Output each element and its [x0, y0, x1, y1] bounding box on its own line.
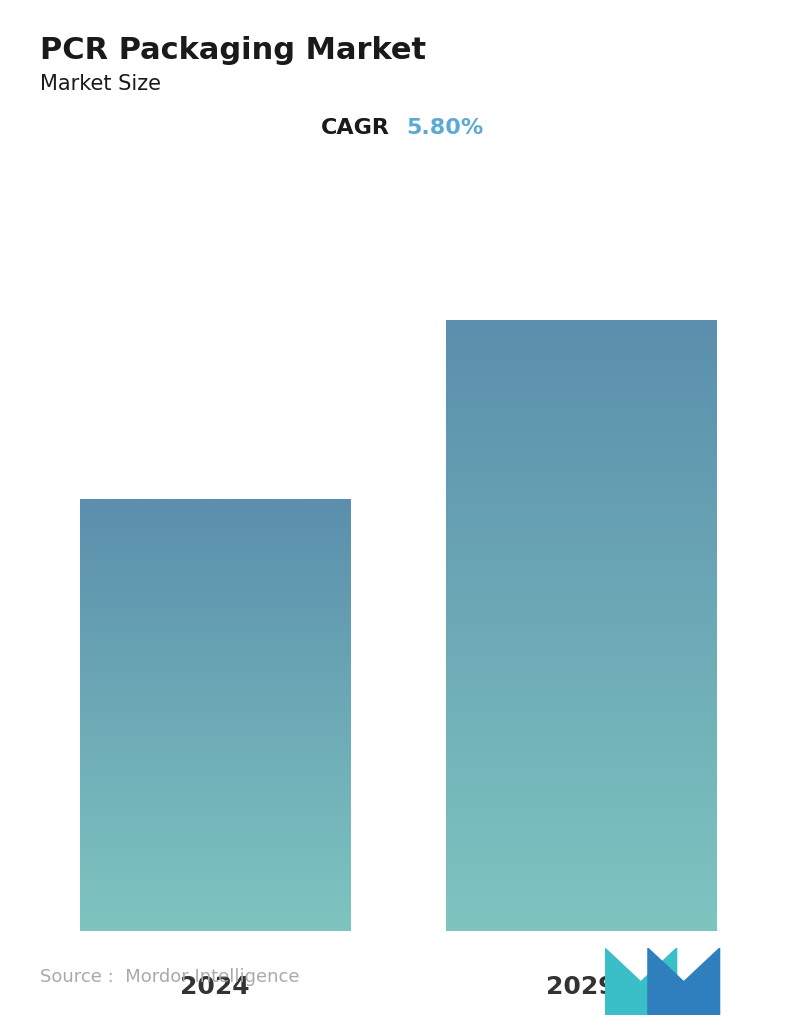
- Polygon shape: [648, 948, 720, 1015]
- Text: 5.80%: 5.80%: [406, 118, 483, 138]
- Text: CAGR: CAGR: [321, 118, 390, 138]
- Text: 2029: 2029: [546, 975, 616, 999]
- Text: 2024: 2024: [180, 975, 250, 999]
- Polygon shape: [605, 948, 677, 1015]
- Text: Market Size: Market Size: [40, 74, 161, 94]
- Text: PCR Packaging Market: PCR Packaging Market: [40, 36, 426, 65]
- Text: Source :  Mordor Intelligence: Source : Mordor Intelligence: [40, 968, 299, 986]
